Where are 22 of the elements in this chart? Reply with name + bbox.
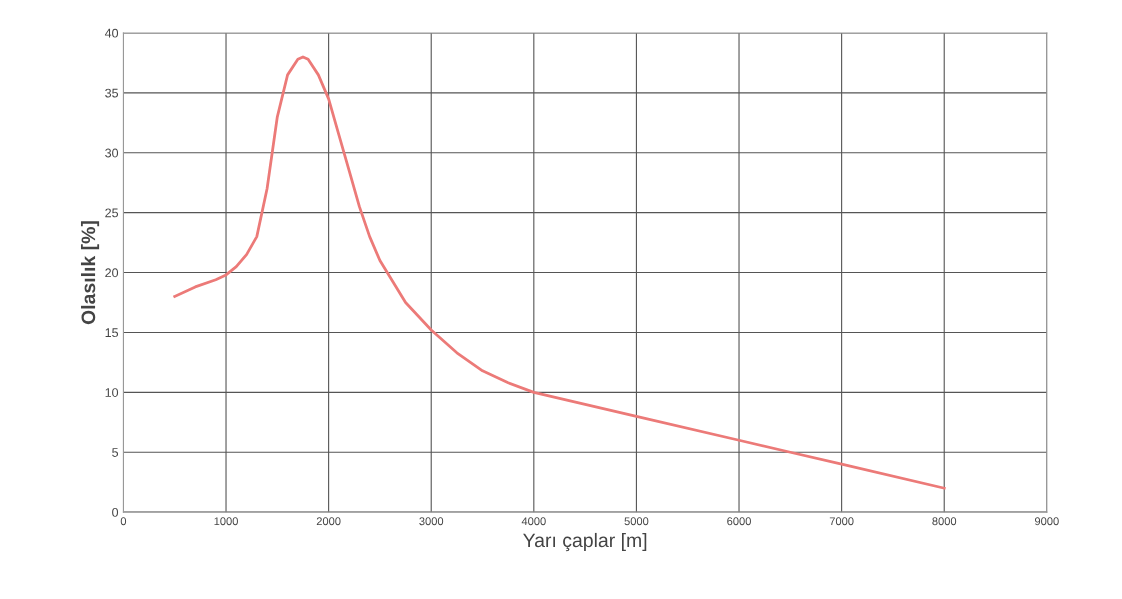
x-tick-label: 9000 [1034, 517, 1059, 526]
y-tick-label: 15 [105, 328, 119, 338]
x-tick-label: 1000 [214, 517, 238, 526]
y-tick-label: 10 [105, 388, 119, 397]
line-series [173, 55, 946, 490]
x-tick-label: 3000 [419, 517, 444, 526]
y-tick-label: 25 [105, 208, 119, 218]
x-tick-label: 2000 [316, 517, 341, 526]
y-tick-label: 0 [112, 507, 119, 517]
x-tick-label: 4000 [521, 517, 546, 526]
x-tick-label: 7000 [829, 517, 854, 526]
x-tick-label: 5000 [624, 517, 649, 526]
y-tick-label: 20 [105, 268, 119, 278]
x-tick-label: 8000 [932, 517, 957, 526]
y-tick-label: 30 [105, 148, 119, 158]
x-tick-label: 6000 [727, 517, 751, 526]
y-axis-title: Olasılık [%] [80, 221, 100, 325]
x-tick-label: 0 [120, 517, 127, 526]
y-tick-label: 5 [112, 448, 119, 457]
y-tick-label: 40 [104, 28, 119, 38]
y-tick-label: 35 [105, 88, 119, 98]
x-axis-title: Yarı çaplar [m] [523, 532, 647, 552]
